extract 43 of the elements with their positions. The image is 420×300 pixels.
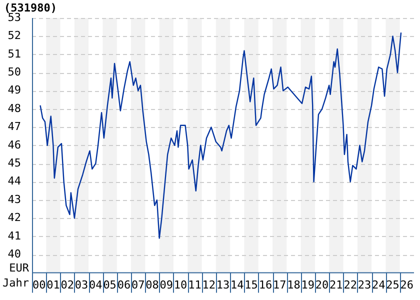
- x-tick-label: 14: [230, 278, 244, 292]
- y-tick-label: 52: [8, 29, 21, 42]
- chart-title: (531980): [4, 1, 57, 14]
- y-tick-label: 50: [8, 65, 21, 78]
- x-tick-label: 23: [358, 278, 372, 292]
- y-axis-title: EUR: [9, 262, 30, 275]
- x-tick-label: 18: [287, 278, 300, 292]
- x-tick-label: 06: [117, 278, 131, 292]
- x-tick-label: 05: [103, 278, 116, 292]
- x-tick-label: 00: [32, 278, 46, 292]
- x-tick-label: 12: [202, 278, 216, 292]
- x-tick-label: 21: [330, 278, 343, 292]
- x-tick-label: 03: [74, 278, 88, 292]
- x-tick-label: 24: [372, 278, 386, 292]
- x-tick-label: 19: [301, 278, 315, 292]
- y-tick-label: 49: [8, 84, 21, 97]
- y-tick-label: 40: [8, 247, 21, 260]
- x-tick-label: 10: [174, 278, 188, 292]
- y-tick-label: 48: [8, 102, 21, 115]
- x-tick-label: 16: [258, 278, 272, 292]
- x-tick-label: 07: [131, 278, 145, 292]
- x-tick-label: 20: [315, 278, 329, 292]
- x-tick-label: 08: [146, 278, 159, 292]
- y-tick-label: 41: [8, 229, 21, 242]
- x-tick-label: 13: [216, 278, 230, 292]
- x-tick-label: 22: [344, 278, 357, 292]
- y-tick-label: 46: [8, 138, 21, 152]
- y-tick-label: 47: [8, 120, 21, 134]
- x-tick-label: 11: [188, 278, 202, 292]
- x-tick-label: 15: [244, 278, 258, 292]
- x-tick-label: 02: [60, 278, 74, 292]
- x-tick-label: 04: [89, 278, 103, 292]
- x-axis-title: Jahr: [2, 276, 30, 290]
- y-tick-label: 51: [8, 47, 21, 60]
- y-tick-label: 43: [8, 192, 21, 206]
- y-tick-label: 44: [8, 174, 22, 188]
- x-tick-label: 26: [400, 278, 414, 292]
- x-tick-label: 25: [386, 278, 400, 292]
- x-tick-label: 09: [160, 278, 174, 292]
- y-tick-label: 42: [8, 211, 21, 224]
- x-tick-label: 17: [272, 278, 286, 292]
- x-tick-label: 01: [46, 278, 60, 292]
- y-tick-label: 45: [8, 156, 21, 170]
